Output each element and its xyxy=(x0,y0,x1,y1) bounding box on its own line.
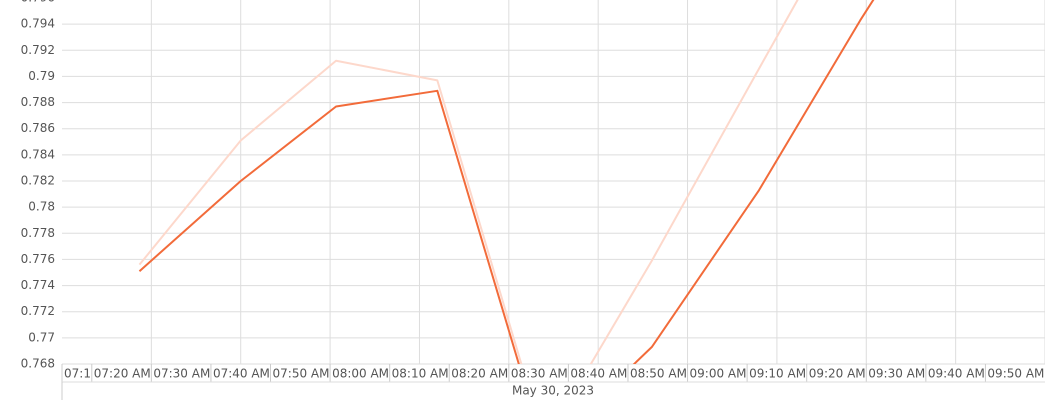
x-axis-label: May 30, 2023 xyxy=(512,384,594,398)
x-tick-label: 09:20 AM xyxy=(809,367,866,381)
x-tick-label: 08:10 AM xyxy=(392,367,449,381)
y-tick-label: 0.794 xyxy=(21,17,55,31)
y-tick-label: 0.772 xyxy=(21,304,55,318)
y-tick-label: 0.784 xyxy=(21,147,55,161)
x-tick-box xyxy=(389,365,448,382)
x-tick-box xyxy=(330,365,389,382)
x-tick-label: 07:30 AM xyxy=(153,367,210,381)
y-tick-label: 0.796 xyxy=(21,0,55,5)
data-line xyxy=(138,0,799,364)
x-tick-box xyxy=(151,365,210,382)
x-tick-box xyxy=(806,365,865,382)
x-tick-label: 09:30 AM xyxy=(868,367,925,381)
x-tick-label: 07:40 AM xyxy=(213,367,270,381)
x-tick-box xyxy=(985,365,1044,382)
x-tick-box xyxy=(91,365,150,382)
x-tick-label: 08:50 AM xyxy=(630,367,687,381)
x-tick-label: 09:50 AM xyxy=(987,367,1044,381)
y-tick-label: 0.786 xyxy=(21,121,55,135)
x-tick-label: 07:20 AM xyxy=(94,367,151,381)
x-tick-box xyxy=(568,365,627,382)
x-tick-label: 09:10 AM xyxy=(749,367,806,381)
x-tick-label: 09:40 AM xyxy=(928,367,985,381)
x-tick-label: 08:40 AM xyxy=(570,367,627,381)
x-tick-label: 08:30 AM xyxy=(511,367,568,381)
x-tick-box xyxy=(627,365,686,382)
y-tick-label: 0.778 xyxy=(21,226,55,240)
x-tick-box xyxy=(925,365,984,382)
plot xyxy=(138,0,875,364)
x-tick-box xyxy=(508,365,567,382)
y-tick-label: 0.788 xyxy=(21,95,55,109)
data-line xyxy=(138,0,875,364)
x-tick-box xyxy=(687,365,746,382)
x-tick-label: 08:00 AM xyxy=(332,367,389,381)
x-tick-box xyxy=(747,365,806,382)
x-tick-box xyxy=(866,365,925,382)
y-tick-label: 0.79 xyxy=(28,69,55,83)
x-tick-box xyxy=(449,365,508,382)
y-tick-label: 0.792 xyxy=(21,43,55,57)
y-tick-label: 0.776 xyxy=(21,252,55,266)
y-tick-label: 0.782 xyxy=(21,174,55,188)
x-tick-box xyxy=(270,365,329,382)
grid xyxy=(62,0,1045,365)
x-tick-box xyxy=(210,365,269,382)
y-tick-label: 0.78 xyxy=(28,200,55,214)
y-tick-label: 0.774 xyxy=(21,278,55,292)
x-tick-label: 08:20 AM xyxy=(451,367,508,381)
x-tick-label: 09:00 AM xyxy=(690,367,747,381)
y-tick-label: 0.768 xyxy=(21,357,55,371)
y-tick-label: 0.77 xyxy=(28,330,55,344)
x-tick-label: 07:50 AM xyxy=(273,367,330,381)
